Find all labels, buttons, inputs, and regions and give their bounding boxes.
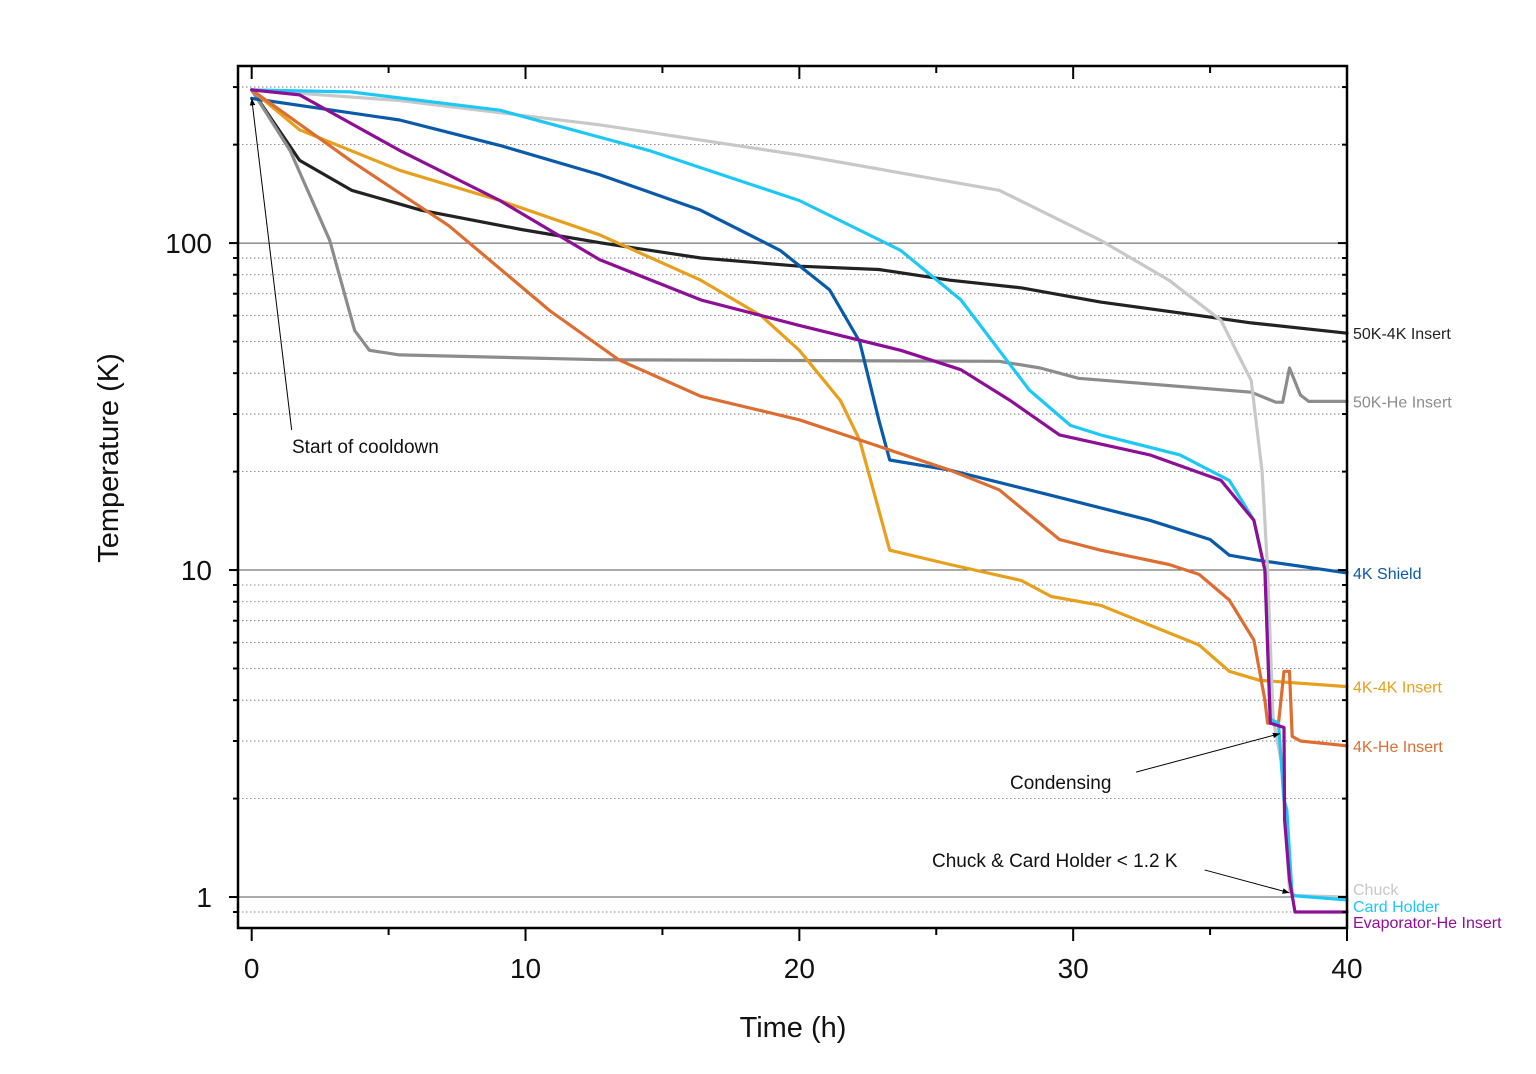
series-label: Chuck — [1353, 882, 1399, 899]
annotation-arrow — [249, 98, 293, 431]
x-tick-label: 40 — [1331, 953, 1362, 984]
series-line-4k-he-insert — [250, 88, 1349, 748]
series-line-50k-he-insert — [250, 88, 1349, 404]
series-line-card-holder — [250, 88, 1349, 902]
series-line-4k-4k-insert — [250, 88, 1349, 689]
annotation-text: Start of cooldown — [292, 437, 439, 458]
x-tick-label: 10 — [510, 953, 541, 984]
y-axis-label: Temperature (K) — [93, 353, 125, 563]
series-line-chuck — [250, 88, 1349, 899]
x-tick-label: 0 — [244, 953, 260, 984]
annotation-arrow — [1204, 869, 1290, 894]
x-tick-label: 30 — [1058, 953, 1089, 984]
series-label: Card Holder — [1353, 899, 1440, 916]
series-label: 50K-4K Insert — [1353, 326, 1451, 343]
annotations: 50K-4K Insert 50K-He Insert 4K Shield 4K-4K… — [249, 98, 1502, 932]
series-line-50k-4k-insert — [250, 88, 1349, 335]
series-line-evaporator-he-insert — [250, 88, 1349, 914]
plot-frame — [236, 64, 1349, 930]
series-label: 4K-He Insert — [1353, 739, 1443, 756]
annotation-text: Condensing — [1010, 773, 1111, 794]
grid — [238, 86, 1347, 913]
y-tick-label: 1 — [196, 882, 212, 913]
series-label: 4K Shield — [1353, 566, 1422, 583]
series-label: 50K-He Insert — [1353, 394, 1452, 411]
y-tick-label: 100 — [165, 228, 212, 259]
series-label: Evaporator-He Insert — [1353, 915, 1502, 932]
annotation-arrow — [1136, 732, 1281, 773]
annotation-text: Chuck & Card Holder < 1.2 K — [932, 851, 1178, 872]
x-axis-label: Time (h) — [740, 1012, 847, 1044]
axes: 0 10 20 30 40 1 10 100 — [165, 64, 1363, 984]
series-label: 4K-4K Insert — [1353, 680, 1442, 697]
y-tick-label: 10 — [181, 555, 212, 586]
series-lines — [250, 88, 1349, 914]
series-line-4k-shield — [250, 96, 1349, 575]
x-tick-label: 20 — [784, 953, 815, 984]
